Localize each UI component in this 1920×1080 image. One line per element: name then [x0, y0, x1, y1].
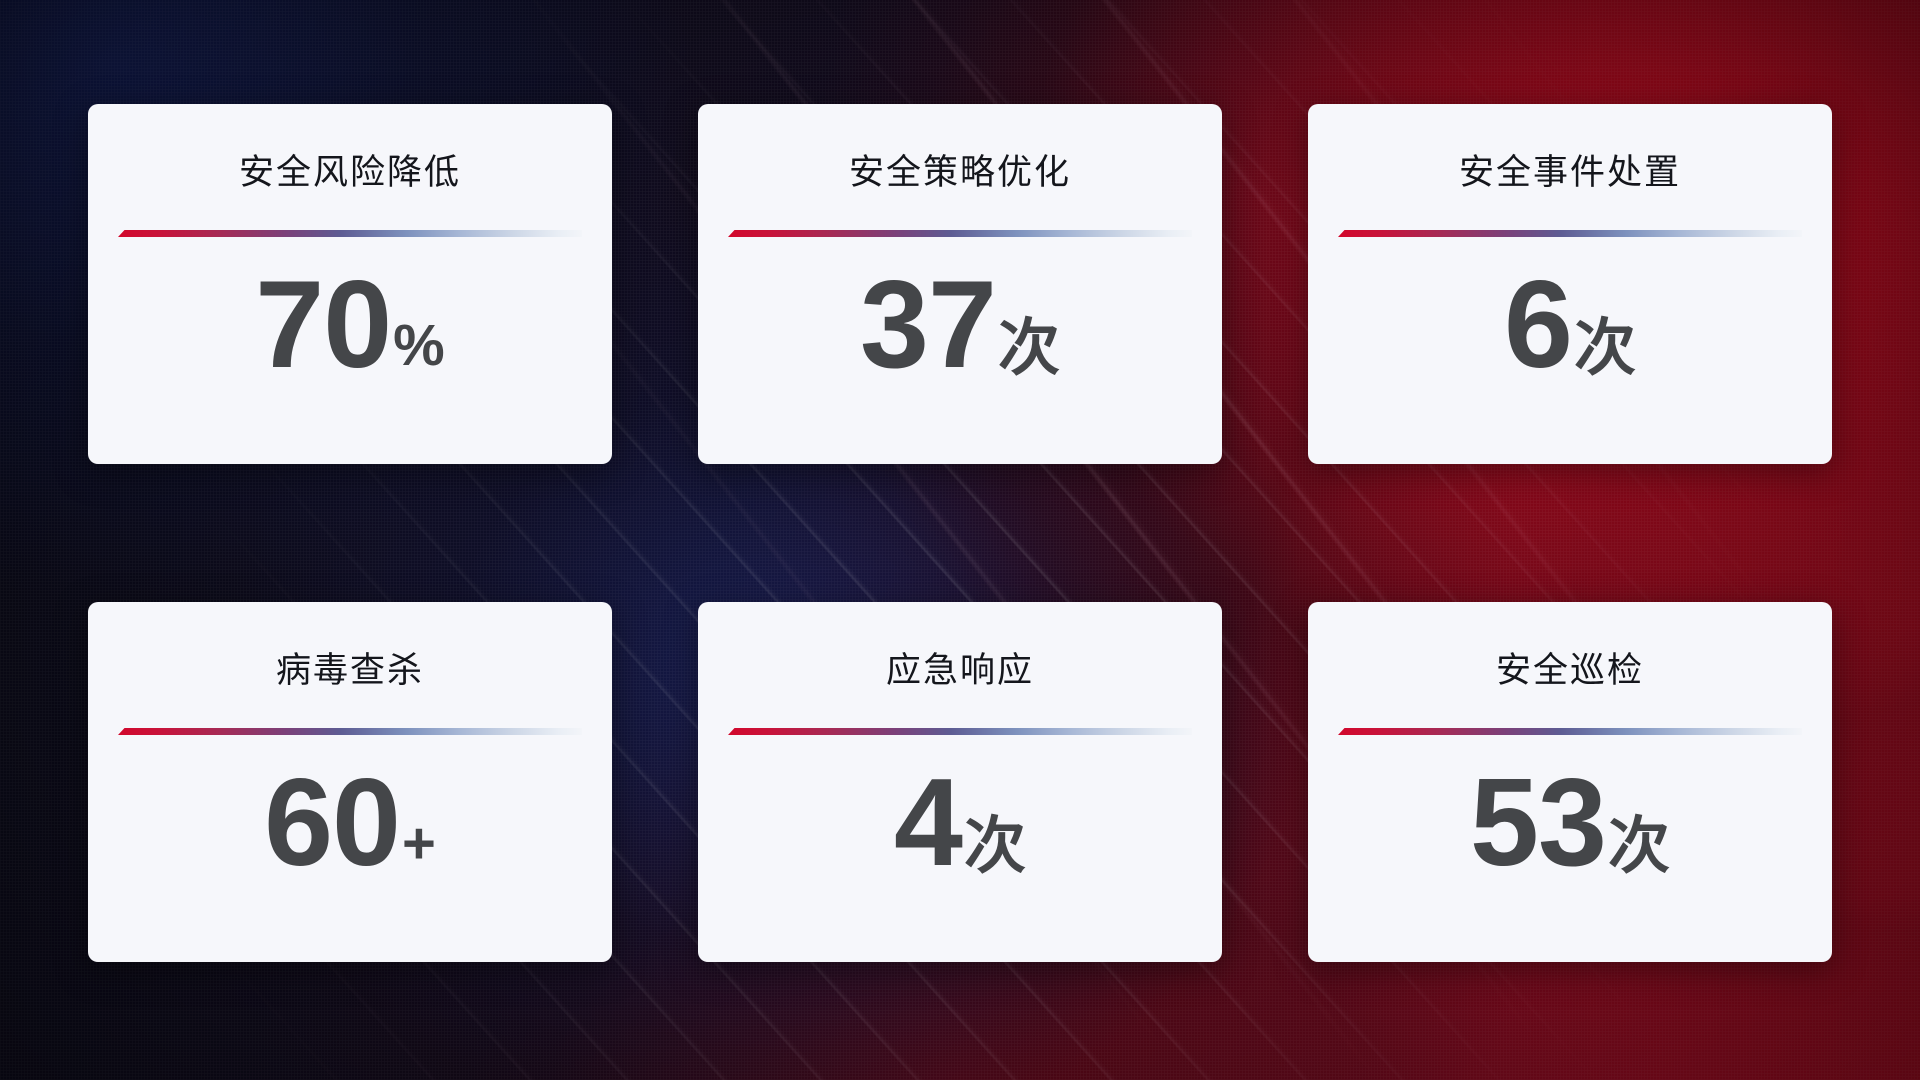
- metric-card-virus-scan-removal[interactable]: 病毒查杀 60 +: [88, 602, 612, 962]
- metric-number: 70: [255, 256, 392, 394]
- metric-divider: [118, 728, 582, 735]
- metric-value: 4 次: [894, 761, 1026, 885]
- metric-divider-gradient-bar: [1338, 728, 1802, 735]
- metric-card-title: 应急响应: [885, 651, 1034, 690]
- metric-divider: [1338, 230, 1802, 237]
- metric-cards-grid: 安全风险降低 70 % 安全策略优化 37 次 安全事件处置 6 次: [88, 104, 1832, 962]
- metric-value: 60 +: [264, 761, 436, 885]
- metric-divider: [1338, 728, 1802, 735]
- metric-value: 6 次: [1504, 263, 1636, 387]
- metric-divider-gradient-bar: [118, 230, 582, 237]
- metric-number: 4: [894, 754, 963, 892]
- metric-card-emergency-response[interactable]: 应急响应 4 次: [698, 602, 1222, 962]
- metric-divider: [118, 230, 582, 237]
- metric-card-title: 安全事件处置: [1458, 153, 1681, 192]
- metric-divider: [728, 230, 1192, 237]
- metric-card-security-inspection[interactable]: 安全巡检 53 次: [1308, 602, 1832, 962]
- metric-card-security-risk-reduction[interactable]: 安全风险降低 70 %: [88, 104, 612, 464]
- metric-divider-gradient-bar: [728, 728, 1192, 735]
- metric-number: 60: [264, 754, 401, 892]
- metric-unit: %: [393, 313, 445, 378]
- metric-unit: 次: [1607, 812, 1670, 881]
- metric-card-title: 安全策略优化: [848, 153, 1071, 192]
- metric-card-security-incident-handling[interactable]: 安全事件处置 6 次: [1308, 104, 1832, 464]
- metric-divider: [728, 728, 1192, 735]
- metric-unit: 次: [963, 812, 1026, 881]
- metric-value: 53 次: [1470, 761, 1670, 885]
- metric-card-title: 安全风险降低: [238, 153, 461, 192]
- metric-divider-gradient-bar: [728, 230, 1192, 237]
- metric-value: 70 %: [255, 263, 445, 387]
- metric-divider-gradient-bar: [1338, 230, 1802, 237]
- metric-number: 6: [1504, 256, 1573, 394]
- metric-card-security-policy-optimization[interactable]: 安全策略优化 37 次: [698, 104, 1222, 464]
- metric-number: 53: [1470, 754, 1607, 892]
- metric-value: 37 次: [860, 263, 1060, 387]
- metric-divider-gradient-bar: [118, 728, 582, 735]
- metric-unit: 次: [997, 314, 1060, 383]
- metric-card-title: 病毒查杀: [275, 651, 424, 690]
- metric-unit: 次: [1573, 314, 1636, 383]
- metric-unit: +: [402, 811, 436, 876]
- metric-card-title: 安全巡检: [1495, 651, 1644, 690]
- metric-number: 37: [860, 256, 997, 394]
